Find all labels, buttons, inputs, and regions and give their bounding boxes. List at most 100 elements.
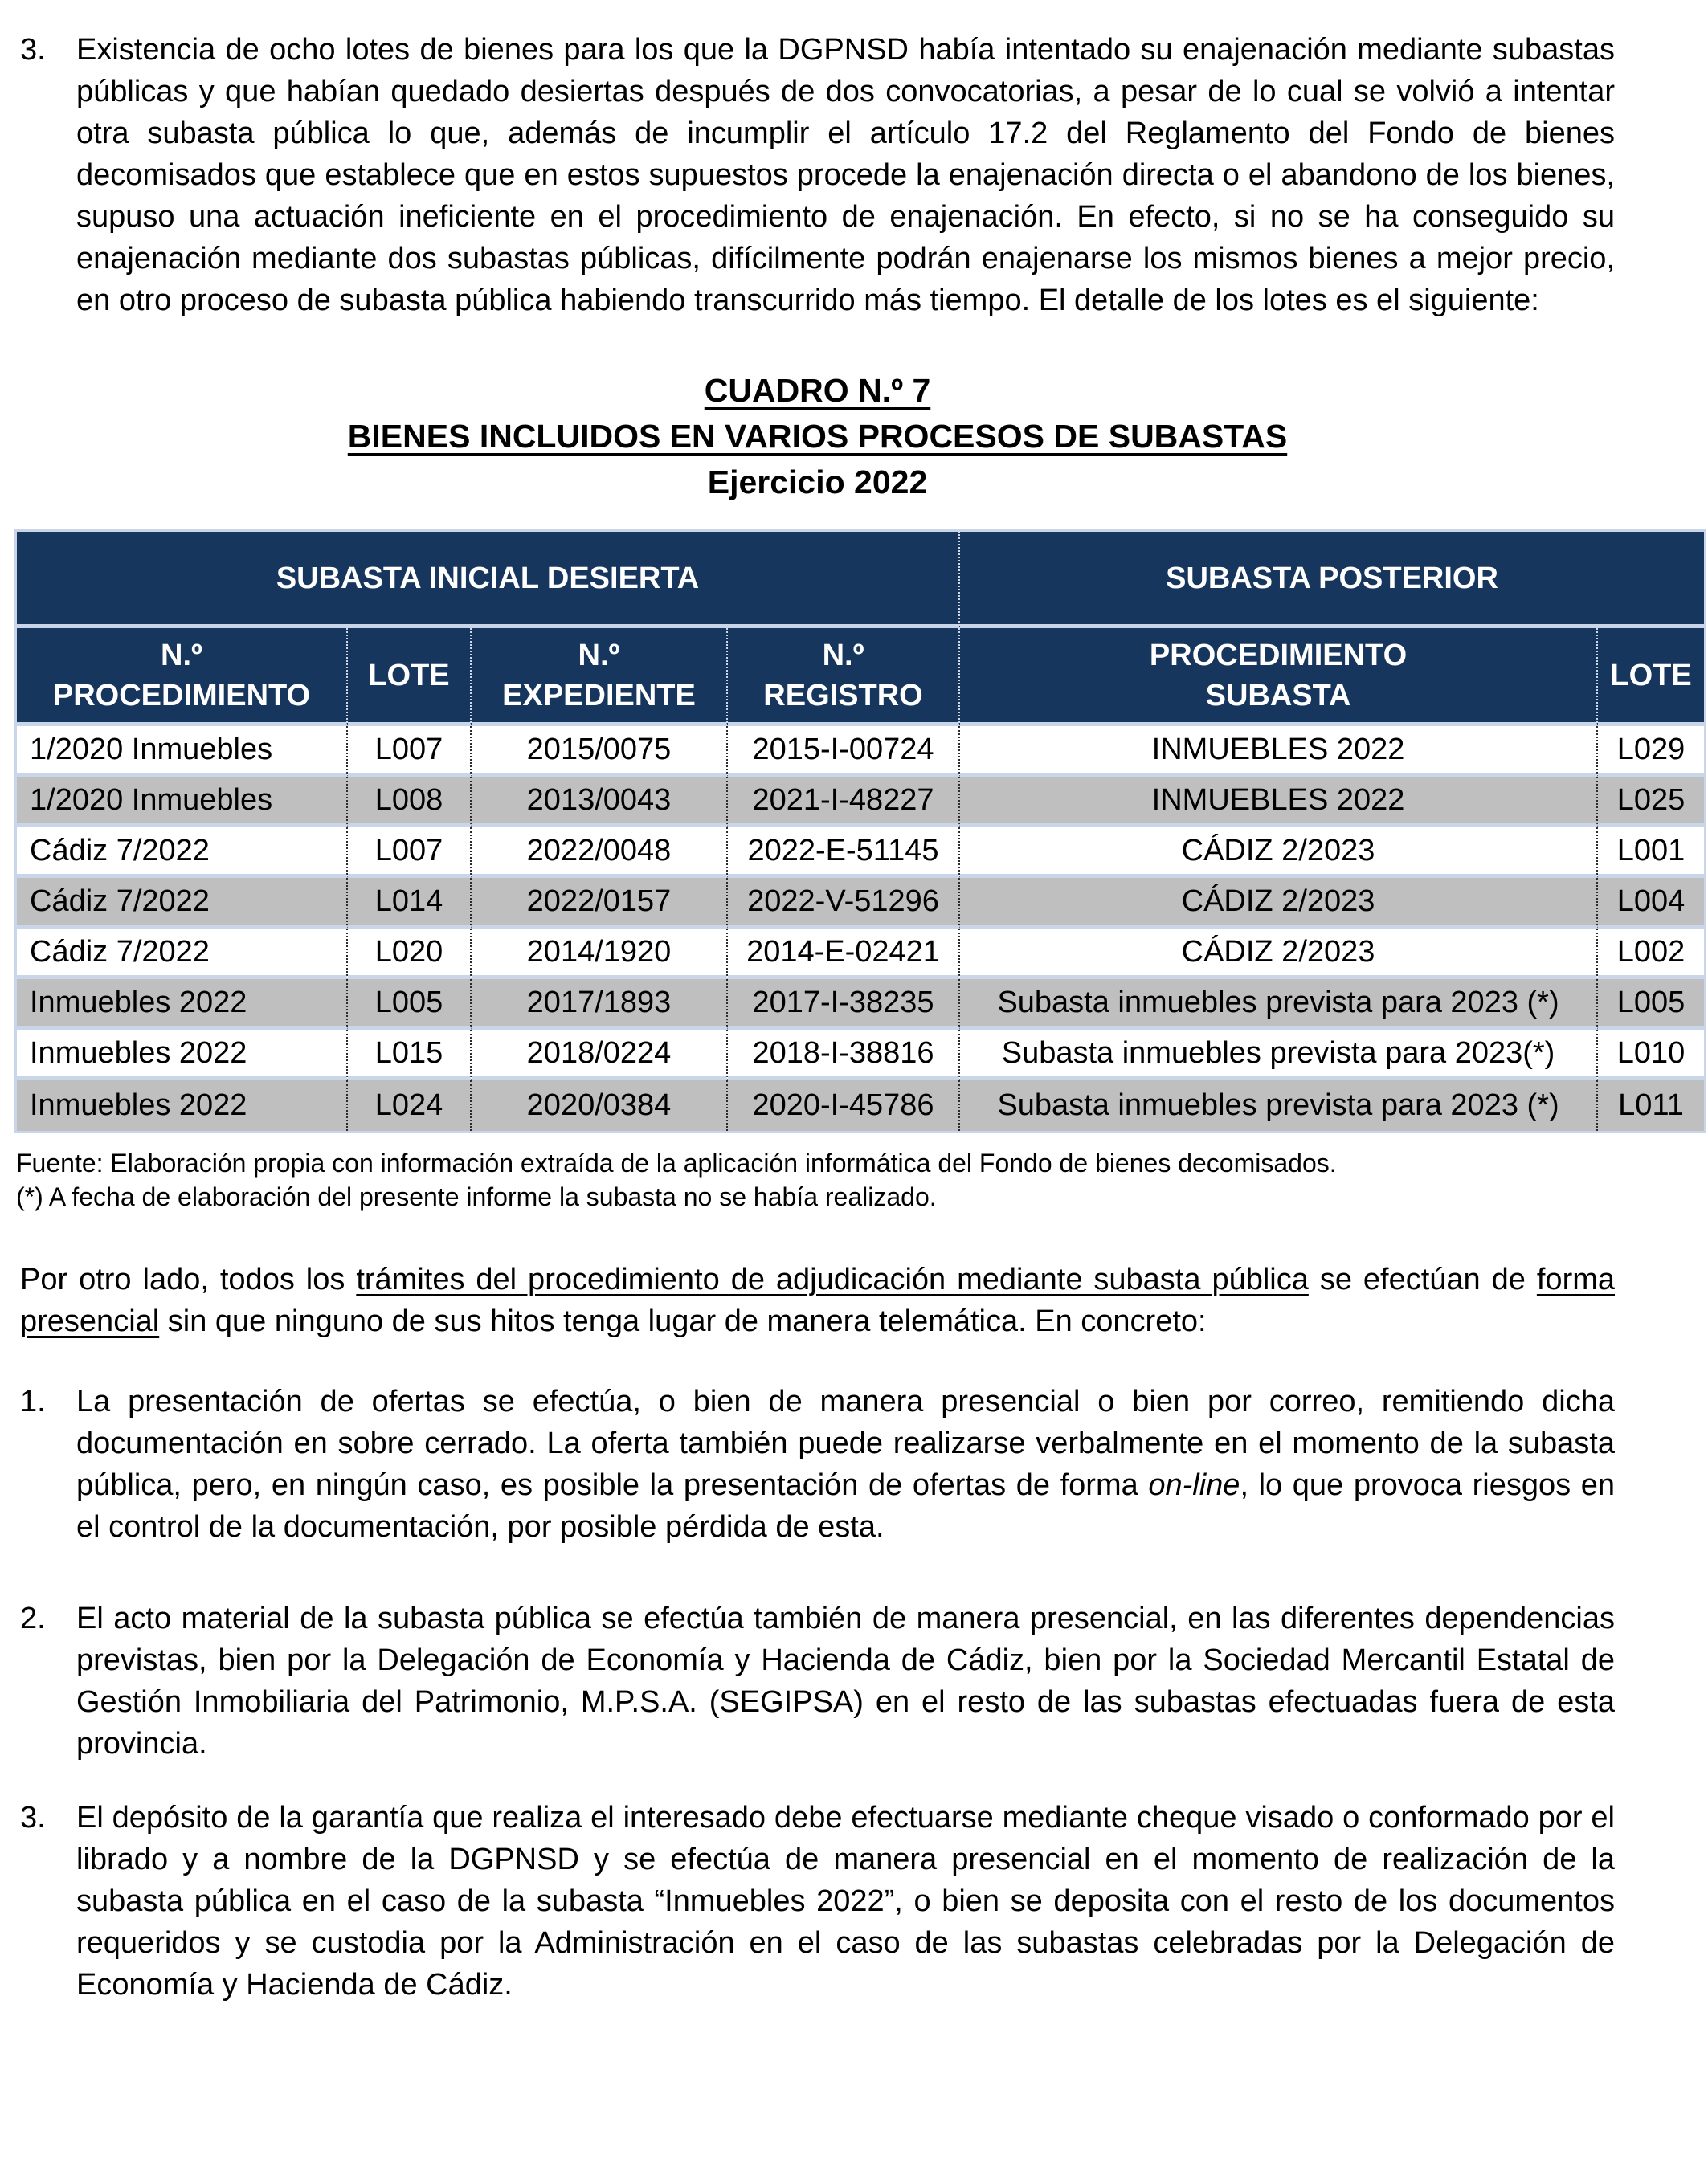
table-cell: L020 bbox=[348, 929, 472, 979]
table-row: 1/2020 Inmuebles L008 2013/0043 2021-I-4… bbox=[17, 777, 1705, 827]
paragraph-item-3: 3. Existencia de ocho lotes de bienes pa… bbox=[20, 29, 1615, 321]
list-number: 3. bbox=[20, 33, 46, 67]
table-cell: L005 bbox=[1598, 979, 1705, 1030]
table-cell: 2021-I-48227 bbox=[728, 777, 961, 827]
table-cell: 2014/1920 bbox=[472, 929, 728, 979]
table-cell: CÁDIZ 2/2023 bbox=[960, 827, 1599, 878]
table-cell: L015 bbox=[348, 1030, 472, 1080]
table-cell: 1/2020 Inmuebles bbox=[17, 726, 348, 777]
col-header-lote-1: LOTE bbox=[348, 628, 472, 726]
paragraph-text: Existencia de ocho lotes de bienes para … bbox=[76, 33, 1615, 317]
list-item-text: El depósito de la garantía que realiza e… bbox=[76, 1801, 1615, 2002]
table-cell: L010 bbox=[1598, 1030, 1705, 1080]
source-note: Fuente: Elaboración propia con informaci… bbox=[16, 1149, 1337, 1178]
table-row: Cádiz 7/2022 L014 2022/0157 2022-V-51296… bbox=[17, 878, 1705, 929]
col-header-n-expediente: N.º EXPEDIENTE bbox=[472, 628, 728, 726]
table-cell: L024 bbox=[348, 1080, 472, 1131]
table-cell: 2018-I-38816 bbox=[728, 1030, 961, 1080]
text-segment: trámites del procedimiento de adjudicaci… bbox=[356, 1263, 1309, 1296]
table-notes: Fuente: Elaboración propia con informaci… bbox=[16, 1146, 1708, 1214]
text-segment: se efectúan de bbox=[1308, 1263, 1537, 1296]
table-cell: Subasta inmuebles prevista para 2023 (*) bbox=[960, 1080, 1599, 1131]
table-cell: Cádiz 7/2022 bbox=[17, 929, 348, 979]
table-subject-title: BIENES INCLUIDOS EN VARIOS PROCESOS DE S… bbox=[347, 418, 1288, 455]
table-cell: 2022-V-51296 bbox=[728, 878, 961, 929]
table-cell: Inmuebles 2022 bbox=[17, 1080, 348, 1131]
table-cell: L001 bbox=[1598, 827, 1705, 878]
list-number: 1. bbox=[20, 1385, 46, 1419]
text-segment: , lo que provoca riesgos en el control d… bbox=[76, 1468, 1616, 1544]
table-cell: 2020/0384 bbox=[472, 1080, 728, 1131]
text-segment: Por otro lado, todos los bbox=[20, 1263, 357, 1296]
table-cell: CÁDIZ 2/2023 bbox=[960, 878, 1599, 929]
table-cell: 2013/0043 bbox=[472, 777, 728, 827]
list-item-text: La presentación de ofertas se efectúa, o… bbox=[76, 1381, 1615, 1548]
table-cell: Cádiz 7/2022 bbox=[17, 827, 348, 878]
list-number: 2. bbox=[20, 1602, 46, 1635]
table-cell: 2015/0075 bbox=[472, 726, 728, 777]
group-header-subasta-inicial: SUBASTA INICIAL DESIERTA bbox=[17, 532, 961, 628]
text-segment: on-line bbox=[1148, 1468, 1240, 1502]
table-cell: CÁDIZ 2/2023 bbox=[960, 929, 1599, 979]
asterisk-note: (*) A fecha de elaboración del presente … bbox=[16, 1182, 937, 1211]
table-cell: L029 bbox=[1598, 726, 1705, 777]
table-cell: Subasta inmuebles prevista para 2023(*) bbox=[960, 1030, 1599, 1080]
table-cell: 2015-I-00724 bbox=[728, 726, 961, 777]
cuadro-7-table: SUBASTA INICIAL DESIERTA SUBASTA POSTERI… bbox=[14, 529, 1707, 1133]
list-item-2: 2. El acto material de la subasta públic… bbox=[20, 1598, 1615, 1765]
table-cell: Subasta inmuebles prevista para 2023 (*) bbox=[960, 979, 1599, 1030]
col-header-n-registro: N.º REGISTRO bbox=[728, 628, 961, 726]
table-cell: L011 bbox=[1598, 1080, 1705, 1131]
table-row: Inmuebles 2022 L005 2017/1893 2017-I-382… bbox=[17, 979, 1705, 1030]
table-title-block: CUADRO N.º 7 BIENES INCLUIDOS EN VARIOS … bbox=[20, 368, 1615, 505]
col-header-n-procedimiento: N.º PROCEDIMIENTO bbox=[17, 628, 348, 726]
table-title-line3: Ejercicio 2022 bbox=[20, 459, 1615, 505]
table-cell: 2017-I-38235 bbox=[728, 979, 961, 1030]
table-cell: L002 bbox=[1598, 929, 1705, 979]
table-title-line1: CUADRO N.º 7 bbox=[20, 368, 1615, 414]
group-header-row: SUBASTA INICIAL DESIERTA SUBASTA POSTERI… bbox=[17, 532, 1705, 628]
table-cell: 1/2020 Inmuebles bbox=[17, 777, 348, 827]
table-row: 1/2020 Inmuebles L007 2015/0075 2015-I-0… bbox=[17, 726, 1705, 777]
table-cell: L014 bbox=[348, 878, 472, 929]
paragraph-por-otro-lado: Por otro lado, todos los trámites del pr… bbox=[20, 1259, 1615, 1342]
table-row: Inmuebles 2022 L024 2020/0384 2020-I-457… bbox=[17, 1080, 1705, 1131]
column-header-row: N.º PROCEDIMIENTO LOTE N.º EXPEDIENTE N.… bbox=[17, 628, 1705, 726]
table-cell: 2020-I-45786 bbox=[728, 1080, 961, 1131]
table-cell: 2022-E-51145 bbox=[728, 827, 961, 878]
list-item-3: 3. El depósito de la garantía que realiz… bbox=[20, 1797, 1615, 2006]
table-cell: 2022/0157 bbox=[472, 878, 728, 929]
table-cell: L008 bbox=[348, 777, 472, 827]
table-cell: 2017/1893 bbox=[472, 979, 728, 1030]
list-number: 3. bbox=[20, 1801, 46, 1835]
table-wrapper: SUBASTA INICIAL DESIERTA SUBASTA POSTERI… bbox=[14, 529, 1707, 1133]
table-cell: L004 bbox=[1598, 878, 1705, 929]
table-cell: Inmuebles 2022 bbox=[17, 979, 348, 1030]
table-cell: L007 bbox=[348, 726, 472, 777]
table-cell: L005 bbox=[348, 979, 472, 1030]
text-segment: forma presencial bbox=[20, 1263, 1616, 1338]
document-page: 3. Existencia de ocho lotes de bienes pa… bbox=[14, 29, 1708, 2006]
table-row: Cádiz 7/2022 L007 2022/0048 2022-E-51145… bbox=[17, 827, 1705, 878]
table-cell: Cádiz 7/2022 bbox=[17, 878, 348, 929]
text-segment: sin que ninguno de sus hitos tenga lugar… bbox=[159, 1304, 1207, 1338]
list-item-text: El acto material de la subasta pública s… bbox=[76, 1602, 1615, 1761]
text-segment: La presentación de ofertas se efectúa, o… bbox=[76, 1385, 1615, 1502]
table-cell: 2018/0224 bbox=[472, 1030, 728, 1080]
table-cell: L025 bbox=[1598, 777, 1705, 827]
list-item-1: 1. La presentación de ofertas se efectúa… bbox=[20, 1381, 1615, 1548]
table-cell: Inmuebles 2022 bbox=[17, 1030, 348, 1080]
table-year-title: Ejercicio 2022 bbox=[707, 463, 928, 500]
table-cell: 2014-E-02421 bbox=[728, 929, 961, 979]
col-header-procedimiento-subasta: PROCEDIMIENTO SUBASTA bbox=[960, 628, 1599, 726]
table-title-line2: BIENES INCLUIDOS EN VARIOS PROCESOS DE S… bbox=[20, 414, 1615, 459]
table-cell: INMUEBLES 2022 bbox=[960, 726, 1599, 777]
table-cell: L007 bbox=[348, 827, 472, 878]
table-cell: 2022/0048 bbox=[472, 827, 728, 878]
table-cell: INMUEBLES 2022 bbox=[960, 777, 1599, 827]
table-number-title: CUADRO N.º 7 bbox=[704, 372, 931, 409]
col-header-lote-2: LOTE bbox=[1598, 628, 1705, 726]
group-header-subasta-posterior: SUBASTA POSTERIOR bbox=[960, 532, 1705, 628]
table-row: Cádiz 7/2022 L020 2014/1920 2014-E-02421… bbox=[17, 929, 1705, 979]
table-row: Inmuebles 2022 L015 2018/0224 2018-I-388… bbox=[17, 1030, 1705, 1080]
